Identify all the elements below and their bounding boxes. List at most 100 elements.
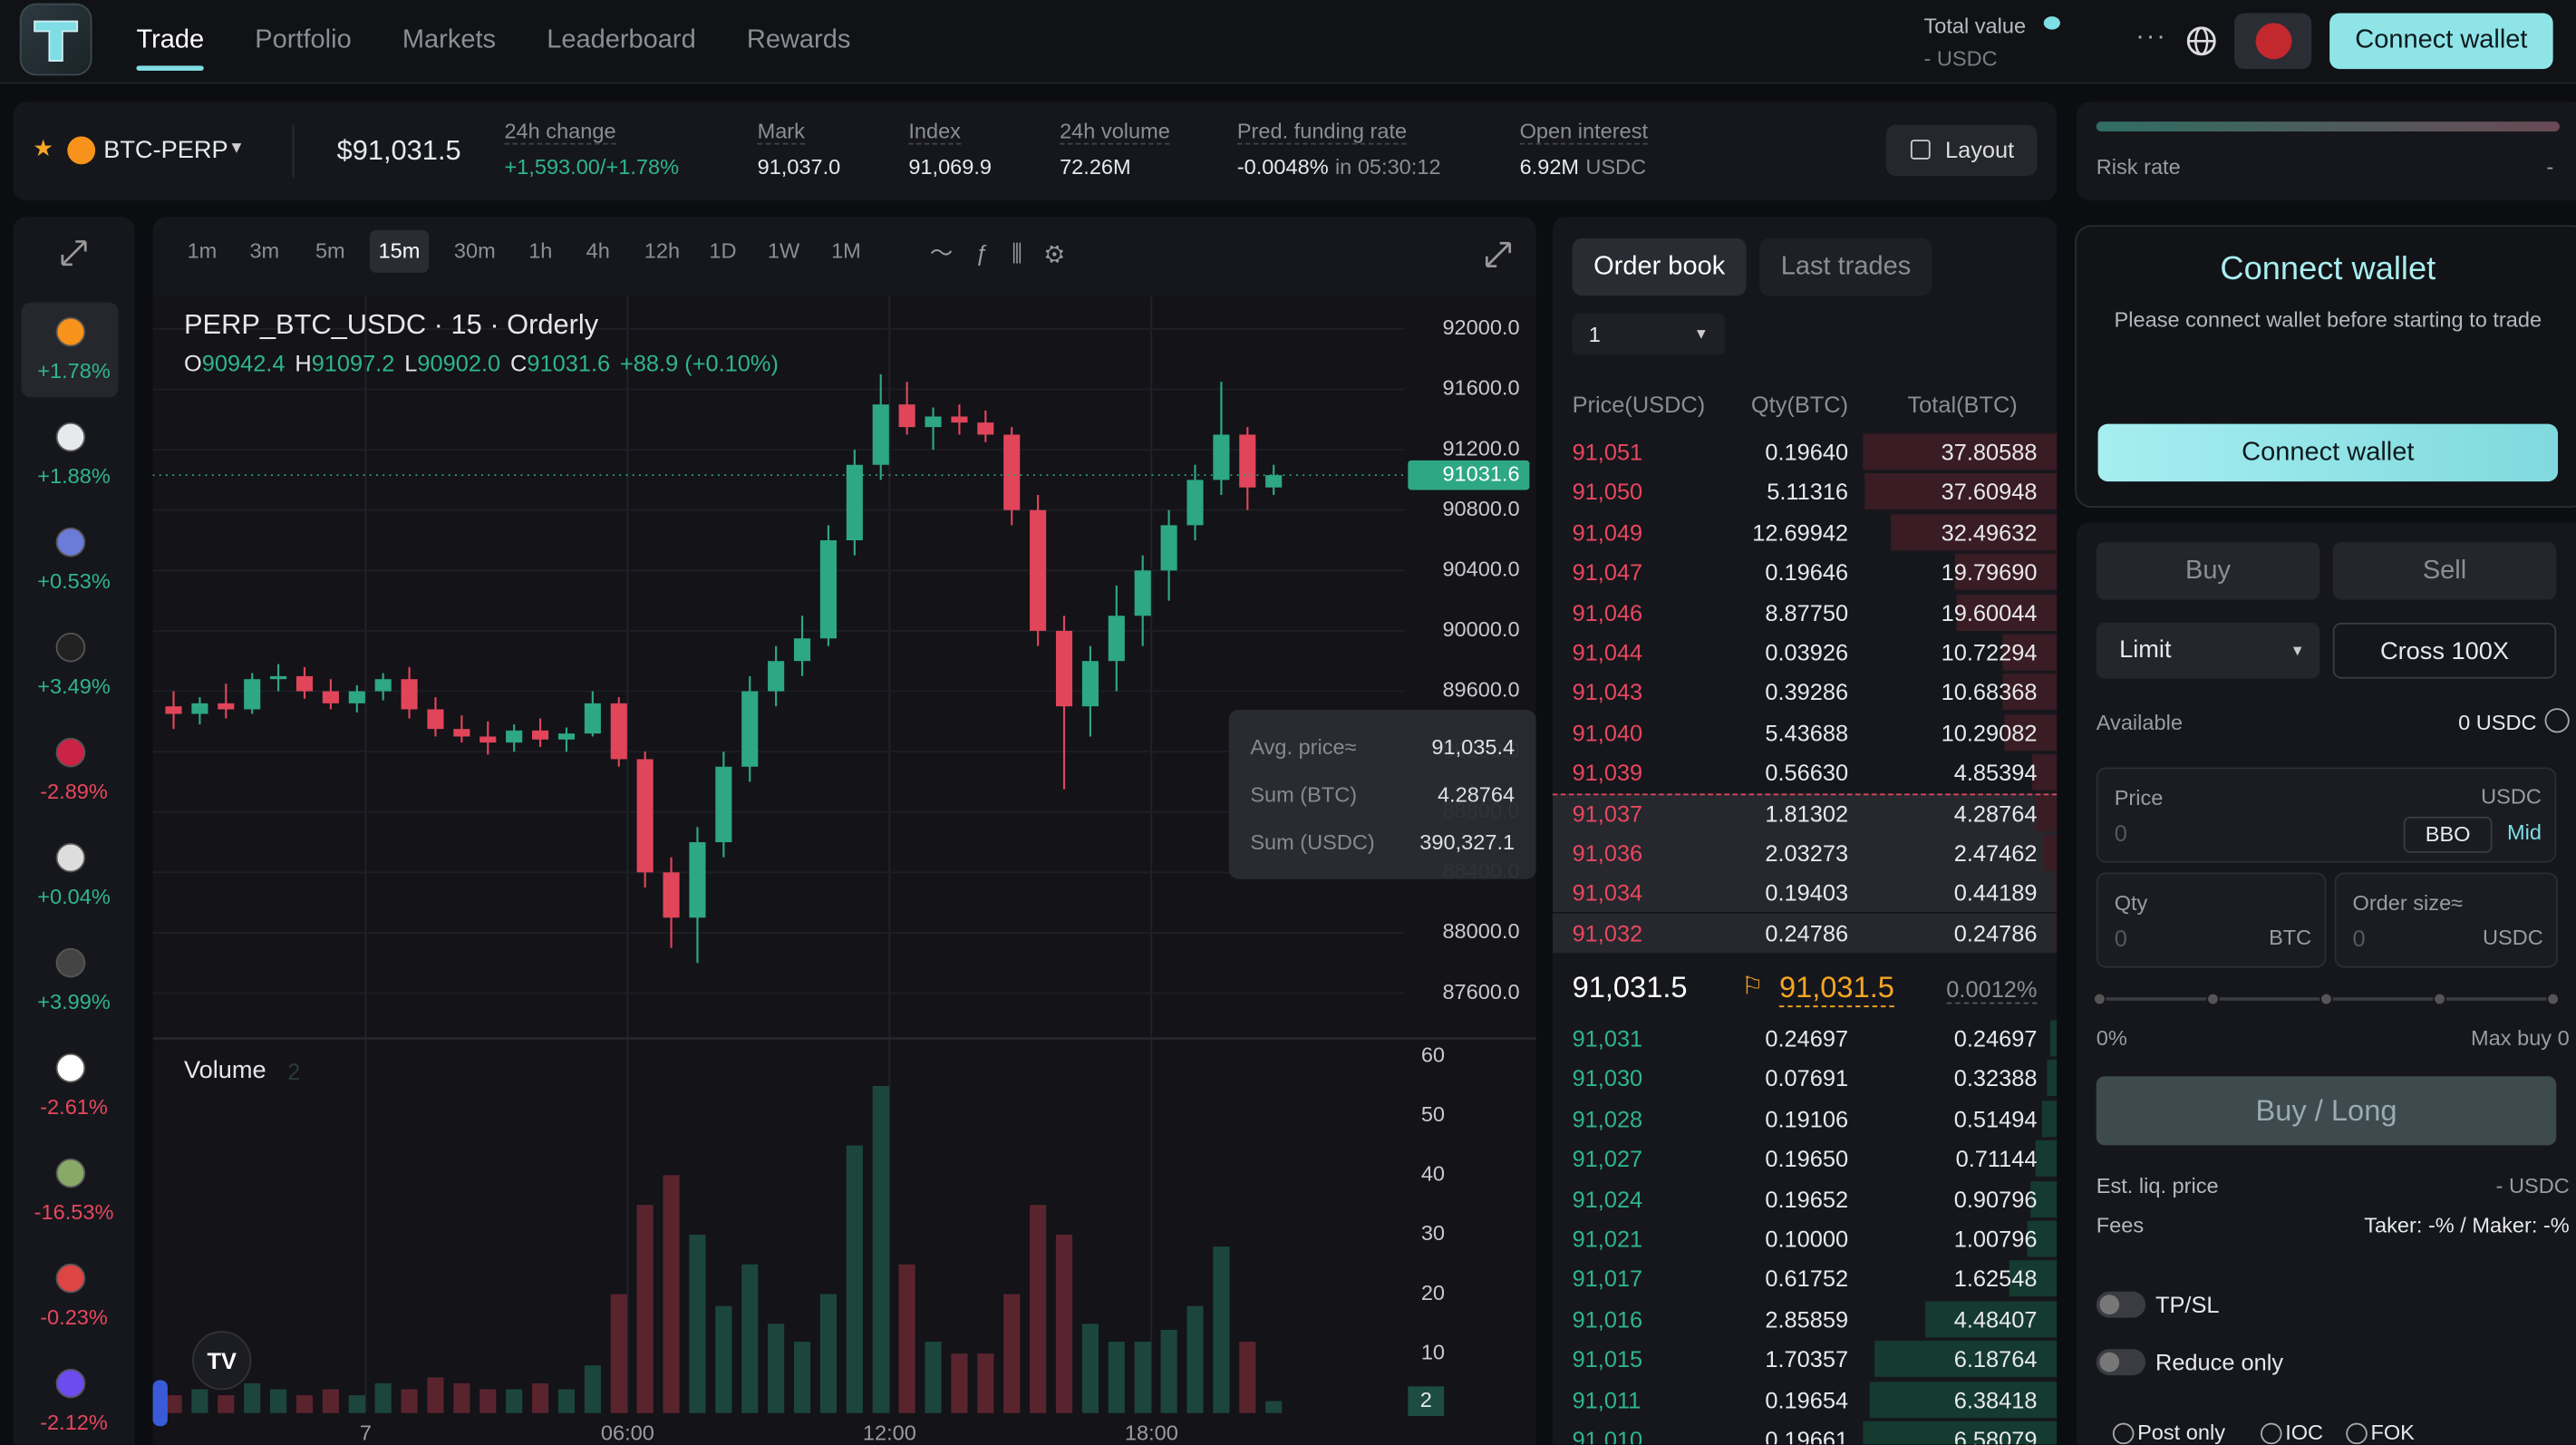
market-icon[interactable] bbox=[55, 422, 86, 452]
market-change[interactable]: -2.89% bbox=[40, 779, 108, 804]
timeframe[interactable]: 1m bbox=[187, 238, 218, 263]
market-icon[interactable] bbox=[55, 316, 86, 347]
book-price[interactable]: 91,011 bbox=[1572, 1386, 1641, 1413]
market-change[interactable]: -16.53% bbox=[34, 1199, 114, 1225]
depth-select[interactable]: 1 ▼ bbox=[1572, 314, 1726, 355]
book-price[interactable]: 91,049 bbox=[1572, 519, 1643, 546]
form-control[interactable]: Cross 100X bbox=[2332, 622, 2557, 679]
toggle[interactable] bbox=[2096, 1291, 2146, 1318]
wallet-button[interactable]: Connect wallet bbox=[2097, 423, 2559, 482]
form-control[interactable]: Buy / Long bbox=[2096, 1076, 2557, 1146]
nav-item[interactable]: Trade bbox=[136, 26, 205, 71]
book-price[interactable]: 91,028 bbox=[1572, 1105, 1643, 1132]
book-price[interactable]: 91,010 bbox=[1572, 1426, 1643, 1445]
nav-item[interactable]: Leaderboard bbox=[547, 26, 696, 54]
radio[interactable] bbox=[2261, 1422, 2282, 1445]
connect-wallet-button[interactable]: Connect wallet bbox=[2329, 13, 2553, 70]
tradingview-logo[interactable]: TV bbox=[192, 1331, 252, 1391]
timeframe[interactable]: 1h bbox=[528, 238, 553, 263]
market-change[interactable]: +3.49% bbox=[37, 674, 111, 699]
market-change[interactable]: -2.12% bbox=[40, 1410, 108, 1435]
market-change[interactable]: -0.23% bbox=[40, 1304, 108, 1330]
book-price[interactable]: 91,051 bbox=[1572, 438, 1643, 465]
expand-icon[interactable] bbox=[57, 237, 90, 269]
market-change[interactable]: +1.88% bbox=[37, 463, 111, 489]
market-change[interactable]: -2.61% bbox=[40, 1094, 108, 1120]
form-control[interactable]: Buy bbox=[2096, 542, 2320, 600]
timeframe[interactable]: 5m bbox=[315, 238, 345, 263]
nav-item[interactable]: Markets bbox=[402, 26, 497, 54]
book-price[interactable]: 91,046 bbox=[1572, 598, 1643, 626]
input-field[interactable]: Order size≈ 0 USDC bbox=[2334, 872, 2559, 968]
book-price[interactable]: 91,037 bbox=[1572, 799, 1643, 826]
market-icon[interactable] bbox=[55, 632, 86, 663]
book-price[interactable]: 91,015 bbox=[1572, 1345, 1643, 1372]
book-price[interactable]: 91,036 bbox=[1572, 839, 1643, 867]
scroll-handle[interactable] bbox=[152, 1380, 168, 1427]
input-field[interactable]: Qty 0 BTC bbox=[2096, 872, 2327, 968]
market-change[interactable]: +1.78% bbox=[37, 358, 111, 383]
book-price[interactable]: 91,039 bbox=[1572, 759, 1643, 786]
form-control[interactable]: Limit ▼ bbox=[2096, 622, 2320, 679]
deposit-icon[interactable] bbox=[2544, 708, 2570, 733]
logo[interactable] bbox=[19, 3, 92, 76]
timeframe[interactable]: 3m bbox=[249, 238, 280, 263]
slider-dot[interactable] bbox=[2319, 992, 2333, 1006]
favorite-star[interactable]: ★ bbox=[33, 134, 54, 161]
book-price[interactable]: 91,047 bbox=[1572, 558, 1643, 586]
symbol[interactable]: BTC-PERP bbox=[103, 136, 228, 165]
timeframe[interactable]: 4h bbox=[586, 238, 610, 263]
market-icon[interactable] bbox=[55, 1158, 86, 1188]
market-change[interactable]: +3.99% bbox=[37, 989, 111, 1014]
book-price[interactable]: 91,050 bbox=[1572, 479, 1643, 506]
globe-icon[interactable] bbox=[2185, 24, 2218, 57]
more-icon[interactable]: ··· bbox=[2135, 23, 2167, 52]
market-icon[interactable] bbox=[55, 527, 86, 558]
slider-dot[interactable] bbox=[2206, 992, 2220, 1006]
input-field[interactable]: Price 0 USDC BBO Mid bbox=[2096, 767, 2557, 863]
book-price[interactable]: 91,027 bbox=[1572, 1145, 1643, 1172]
book-price[interactable]: 91,034 bbox=[1572, 879, 1643, 907]
slider-dot[interactable] bbox=[2546, 992, 2560, 1006]
fullscreen-icon[interactable] bbox=[1482, 238, 1515, 271]
mid-button[interactable]: Mid bbox=[2506, 819, 2542, 845]
radio[interactable] bbox=[2112, 1422, 2135, 1445]
nav-item[interactable]: Portfolio bbox=[255, 26, 352, 54]
radio[interactable] bbox=[2346, 1422, 2368, 1445]
eye-icon[interactable] bbox=[2043, 16, 2060, 30]
timeframe[interactable]: 30m bbox=[453, 238, 496, 263]
timeframe[interactable]: 1W bbox=[767, 238, 800, 263]
book-price[interactable]: 91,017 bbox=[1572, 1266, 1643, 1293]
timeframe[interactable]: 12h bbox=[644, 238, 681, 263]
book-price[interactable]: 91,016 bbox=[1572, 1305, 1643, 1333]
book-price[interactable]: 91,031 bbox=[1572, 1025, 1643, 1052]
symbol-caret[interactable]: ▼ bbox=[228, 140, 245, 158]
toggle[interactable] bbox=[2096, 1349, 2146, 1376]
book-price[interactable]: 91,030 bbox=[1572, 1065, 1643, 1092]
market-icon[interactable] bbox=[55, 1052, 86, 1083]
market-icon[interactable] bbox=[55, 1368, 86, 1399]
market-change[interactable]: +0.53% bbox=[37, 568, 111, 594]
book-price[interactable]: 91,024 bbox=[1572, 1185, 1643, 1212]
book-price[interactable]: 91,043 bbox=[1572, 679, 1643, 706]
market-icon[interactable] bbox=[55, 842, 86, 873]
book-price[interactable]: 91,044 bbox=[1572, 639, 1643, 666]
slider-dot[interactable] bbox=[2433, 992, 2446, 1006]
timeframe[interactable]: 15m bbox=[369, 229, 430, 273]
timeframe[interactable]: 1M bbox=[831, 238, 861, 263]
chart-tools[interactable]: 〜ƒ⫼⚙ bbox=[929, 239, 1088, 267]
book-price[interactable]: 91,040 bbox=[1572, 719, 1643, 746]
nav-item[interactable]: Rewards bbox=[746, 26, 851, 54]
form-control[interactable]: Sell bbox=[2332, 542, 2557, 600]
slider-dot[interactable] bbox=[2093, 992, 2106, 1006]
book-tab[interactable]: Order book bbox=[1572, 238, 1747, 296]
layout-button[interactable]: Layout bbox=[1885, 124, 2038, 176]
market-icon[interactable] bbox=[55, 1263, 86, 1294]
book-price[interactable]: 91,032 bbox=[1572, 919, 1643, 946]
book-tab[interactable]: Last trades bbox=[1759, 238, 1932, 296]
book-price[interactable]: 91,021 bbox=[1572, 1226, 1643, 1253]
market-icon[interactable] bbox=[55, 947, 86, 978]
market-icon[interactable] bbox=[55, 737, 86, 768]
bbo-button[interactable]: BBO bbox=[2403, 816, 2493, 853]
account-icon[interactable] bbox=[2234, 13, 2312, 70]
